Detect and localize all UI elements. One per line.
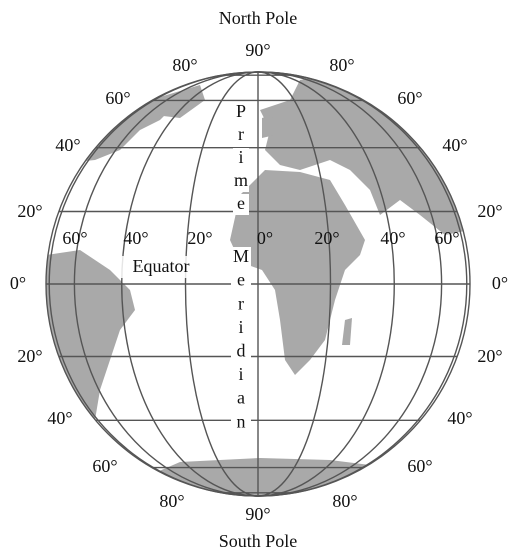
prime-meridian-letter: r <box>238 293 244 313</box>
longitude-label: 40° <box>123 228 148 248</box>
equator-label: Equator <box>133 256 190 276</box>
latitude-label: 80° <box>332 491 357 511</box>
prime-meridian-letter: i <box>238 317 243 337</box>
letter-bg <box>233 148 249 169</box>
latitude-label: 20° <box>477 346 502 366</box>
latitude-label: 80° <box>159 491 184 511</box>
greenland <box>150 85 205 118</box>
letter-bg <box>231 412 251 434</box>
prime-meridian-letter: m <box>234 170 248 190</box>
latitude-label: 40° <box>47 408 72 428</box>
latitude-label: 60° <box>407 456 432 476</box>
letter-bg <box>231 294 251 316</box>
prime-meridian-letter: M <box>233 246 249 266</box>
prime-meridian-letter: r <box>238 124 244 144</box>
longitude-label: 60° <box>62 228 87 248</box>
latitude-label: 60° <box>92 456 117 476</box>
latitude-label: 60° <box>105 88 130 108</box>
graticule <box>45 71 471 497</box>
equator-label-bg <box>120 256 202 278</box>
letter-bg <box>231 317 251 339</box>
prime-meridian-letter: e <box>237 270 245 290</box>
letter-bg <box>233 102 249 123</box>
longitude-label: 20° <box>314 228 339 248</box>
latitude-label: 40° <box>55 135 80 155</box>
prime-meridian-letter: a <box>237 388 245 408</box>
prime-meridian-letter: P <box>236 101 246 121</box>
latitude-label: 20° <box>17 346 42 366</box>
latitude-label: 20° <box>17 201 42 221</box>
latitude-label: 90° <box>245 40 270 60</box>
letter-bg <box>231 365 251 386</box>
prime-meridian-letter: e <box>237 193 245 213</box>
north-pole-label: North Pole <box>219 8 298 28</box>
letter-bg <box>233 171 249 192</box>
globe-outline <box>45 71 471 497</box>
labels: North Pole South Pole Equator 90° 90° 0°… <box>10 8 508 551</box>
latitude-label: 60° <box>397 88 422 108</box>
longitude-label: 40° <box>380 228 405 248</box>
latitude-label: 40° <box>447 408 472 428</box>
letter-bg <box>231 341 251 363</box>
britain <box>262 115 275 138</box>
madagascar <box>342 318 352 345</box>
longitude-label: 60° <box>434 228 459 248</box>
latitude-label: 80° <box>329 55 354 75</box>
africa <box>230 170 365 375</box>
longitude-label: 0° <box>257 228 273 248</box>
latitude-label: 80° <box>172 55 197 75</box>
latitude-label: 0° <box>492 273 508 293</box>
south-pole-label: South Pole <box>219 531 298 551</box>
latitude-label: 40° <box>442 135 467 155</box>
letter-bg <box>231 388 251 410</box>
letter-bg <box>233 125 249 146</box>
latitude-label: 20° <box>477 201 502 221</box>
letter-bg <box>231 270 251 292</box>
prime-meridian-letter: i <box>238 147 243 167</box>
prime-meridian-letter: d <box>237 341 246 361</box>
prime-meridian-letter: n <box>237 411 246 431</box>
latitude-label: 90° <box>245 504 270 524</box>
letter-bg <box>233 194 249 215</box>
longitude-label: 20° <box>187 228 212 248</box>
latitude-label: 0° <box>10 273 26 293</box>
letter-bg <box>231 247 251 268</box>
prime-meridian-letter: i <box>238 364 243 384</box>
